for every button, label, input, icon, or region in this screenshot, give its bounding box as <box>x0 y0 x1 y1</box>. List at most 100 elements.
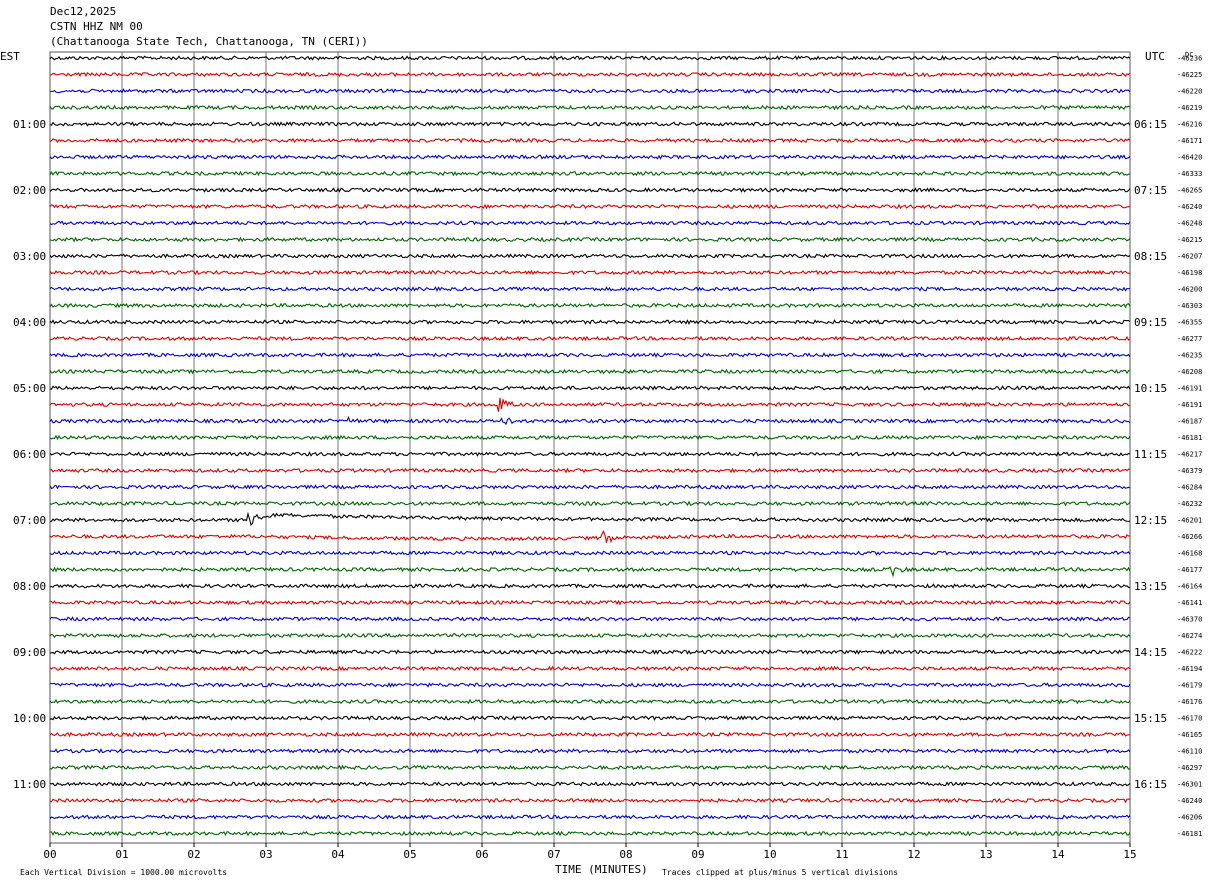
est-hour-label: 07:00 <box>13 514 46 527</box>
clip-note: Traces clipped at plus/minus 5 vertical … <box>662 868 898 877</box>
dc-offset-label: -46284 <box>1177 484 1202 492</box>
dc-offset-label: -46171 <box>1177 137 1202 145</box>
seismic-trace <box>49 616 1131 622</box>
x-tick-label: 00 <box>43 848 56 861</box>
dc-offset-label: -46370 <box>1177 616 1202 624</box>
seismic-trace <box>49 71 1131 78</box>
seismic-trace <box>49 467 1131 474</box>
seismic-trace <box>49 397 1131 412</box>
dc-offset-label: -46187 <box>1177 418 1202 426</box>
dc-offset-label: -46141 <box>1177 599 1202 607</box>
dc-offset-label: -46206 <box>1177 814 1202 822</box>
seismic-trace <box>49 764 1131 771</box>
utc-hour-label: 12:15 <box>1134 514 1167 527</box>
seismic-trace <box>49 121 1131 127</box>
utc-hour-label: 10:15 <box>1134 382 1167 395</box>
dc-offset-label: -46216 <box>1177 121 1202 129</box>
dc-offset-label: -46215 <box>1177 236 1202 244</box>
dc-offset-label: -46179 <box>1177 682 1202 690</box>
seismic-trace <box>49 715 1131 721</box>
dc-offset-label: -46235 <box>1177 352 1202 360</box>
utc-hour-label: 06:15 <box>1134 118 1167 131</box>
est-hour-label: 04:00 <box>13 316 46 329</box>
seismic-trace <box>49 286 1131 293</box>
dc-offset-label: -46164 <box>1177 583 1202 591</box>
dc-offset-label: -46168 <box>1177 550 1202 558</box>
seismic-trace <box>49 415 1131 426</box>
dc-offset-label: -46110 <box>1177 748 1202 756</box>
seismic-trace <box>49 830 1131 837</box>
seismic-trace <box>49 88 1131 94</box>
dc-offset-label: -46208 <box>1177 368 1202 376</box>
label-layer: EST UTC DC TIME (MINUTES) Each Vertical … <box>0 50 1202 877</box>
seismic-trace <box>49 352 1131 359</box>
seismic-trace <box>49 797 1131 804</box>
dc-offset-label: -46248 <box>1177 220 1202 228</box>
est-hour-label: 10:00 <box>13 712 46 725</box>
dc-offset-label: -46170 <box>1177 715 1202 723</box>
dc-offset-label: -46201 <box>1177 517 1202 525</box>
dc-offset-label: -46200 <box>1177 286 1202 294</box>
dc-offset-label: -46217 <box>1177 451 1202 459</box>
x-tick-label: 03 <box>259 848 272 861</box>
x-tick-label: 02 <box>187 848 200 861</box>
dc-offset-label: -46303 <box>1177 302 1202 310</box>
seismic-trace <box>49 511 1131 527</box>
plot-frame <box>49 51 1131 844</box>
utc-hour-label: 16:15 <box>1134 778 1167 791</box>
x-axis-title: TIME (MINUTES) <box>555 863 648 876</box>
seismic-trace <box>49 253 1131 259</box>
est-hour-label: 03:00 <box>13 250 46 263</box>
dc-offset-label: -46191 <box>1177 385 1202 393</box>
dc-header: DC <box>1185 51 1193 59</box>
seismic-trace <box>49 137 1131 144</box>
dc-offset-label: -46220 <box>1177 88 1202 96</box>
dc-offset-label: -46355 <box>1177 319 1202 327</box>
seismic-trace <box>49 530 1131 544</box>
seismic-trace <box>49 747 1131 754</box>
dc-offset-label: -46177 <box>1177 566 1202 574</box>
utc-hour-label: 13:15 <box>1134 580 1167 593</box>
seismic-trace <box>49 319 1131 325</box>
scale-note: Each Vertical Division = 1000.00 microvo… <box>20 868 227 877</box>
est-hour-label: 08:00 <box>13 580 46 593</box>
seismic-trace <box>49 665 1131 672</box>
seismic-trace <box>49 154 1131 160</box>
seismic-trace <box>49 203 1131 210</box>
x-tick-label: 11 <box>835 848 848 861</box>
dc-offset-label: -46274 <box>1177 632 1202 640</box>
dc-offset-label: -46420 <box>1177 154 1202 162</box>
seismic-trace <box>49 302 1131 309</box>
seismic-trace <box>49 269 1131 276</box>
dc-offset-label: -46219 <box>1177 104 1202 112</box>
seismic-trace <box>49 500 1131 507</box>
seismic-trace <box>49 781 1131 787</box>
seismic-trace <box>49 814 1131 820</box>
seismic-trace <box>49 187 1131 193</box>
dc-offset-label: -46222 <box>1177 649 1202 657</box>
seismic-trace <box>49 550 1131 556</box>
x-tick-label: 14 <box>1051 848 1065 861</box>
est-label: EST <box>0 50 20 63</box>
x-tick-label: 07 <box>547 848 560 861</box>
utc-hour-label: 14:15 <box>1134 646 1167 659</box>
dc-offset-label: -46181 <box>1177 434 1202 442</box>
x-tick-label: 13 <box>979 848 992 861</box>
trace-layer <box>49 55 1131 837</box>
seismic-trace <box>49 451 1131 457</box>
seismic-trace <box>49 385 1131 391</box>
dc-offset-label: -46207 <box>1177 253 1202 261</box>
x-tick-label: 10 <box>763 848 776 861</box>
est-hour-label: 06:00 <box>13 448 46 461</box>
utc-hour-label: 07:15 <box>1134 184 1167 197</box>
x-tick-label: 05 <box>403 848 416 861</box>
est-hour-label: 09:00 <box>13 646 46 659</box>
seismic-trace <box>49 682 1131 688</box>
seismic-trace <box>49 731 1131 738</box>
seismic-trace <box>49 220 1131 226</box>
x-tick-label: 04 <box>331 848 345 861</box>
dc-offset-label: -46225 <box>1177 71 1202 79</box>
est-hour-label: 11:00 <box>13 778 46 791</box>
x-tick-label: 15 <box>1123 848 1136 861</box>
